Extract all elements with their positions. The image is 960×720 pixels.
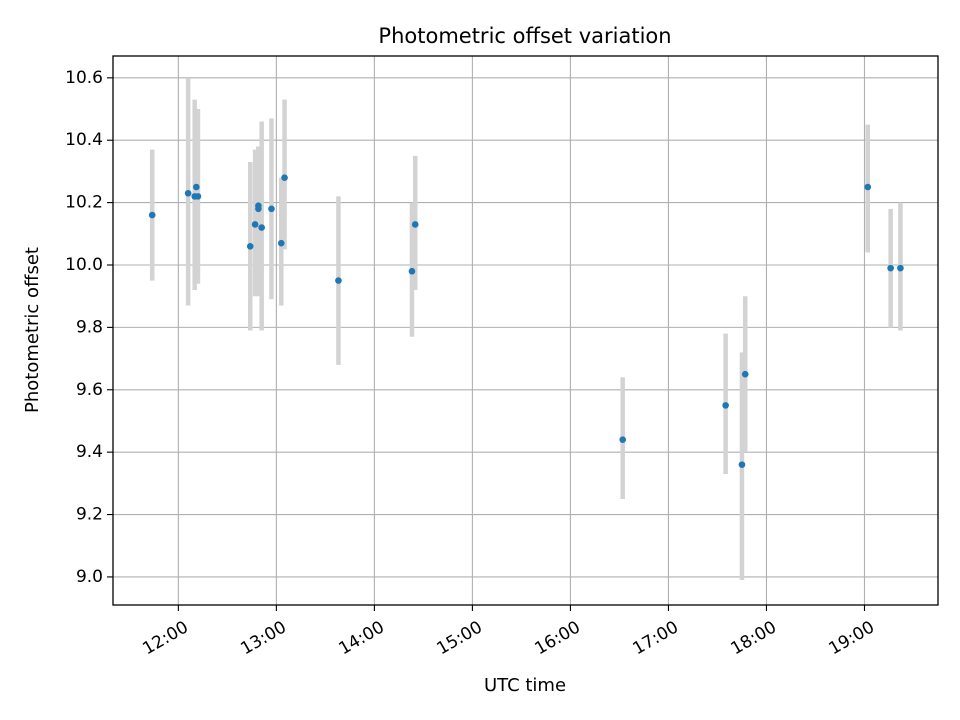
- data-point: [184, 189, 192, 197]
- y-tick-label: 9.6: [76, 380, 103, 400]
- y-tick-label: 10.4: [65, 130, 103, 150]
- data-point: [741, 370, 749, 378]
- y-tick-label: 9.4: [76, 442, 103, 462]
- grid-layer: [113, 56, 938, 605]
- plot-area-background: [113, 56, 938, 605]
- data-point: [897, 264, 904, 272]
- y-tick-label: 10.6: [65, 68, 103, 88]
- y-axis-label: Photometric offset: [22, 247, 43, 413]
- data-point: [268, 205, 275, 213]
- x-axis-label: UTC time: [484, 675, 566, 696]
- data-point: [258, 224, 265, 231]
- point-layer: [148, 174, 904, 468]
- y-tick-label: 10.2: [65, 193, 103, 213]
- chart-title: Photometric offset variation: [378, 24, 671, 48]
- data-point: [335, 277, 342, 284]
- data-point: [887, 264, 894, 272]
- data-point: [722, 402, 729, 409]
- y-tick-label: 9.2: [76, 505, 103, 525]
- data-point: [194, 193, 202, 200]
- data-point: [411, 221, 419, 228]
- y-tick-label: 9.0: [76, 567, 103, 587]
- data-point: [251, 221, 259, 228]
- data-point: [864, 183, 872, 191]
- y-tick-label: 10.0: [65, 255, 103, 275]
- y-tick-label: 9.8: [76, 317, 103, 337]
- data-point: [281, 174, 288, 181]
- data-point: [619, 436, 627, 443]
- data-point: [193, 183, 200, 191]
- data-point: [408, 267, 416, 275]
- plot-frame: [112, 55, 939, 606]
- data-point: [738, 461, 746, 468]
- data-point: [246, 242, 254, 250]
- data-point: [255, 205, 262, 213]
- data-point: [277, 239, 285, 247]
- data-point: [148, 211, 156, 219]
